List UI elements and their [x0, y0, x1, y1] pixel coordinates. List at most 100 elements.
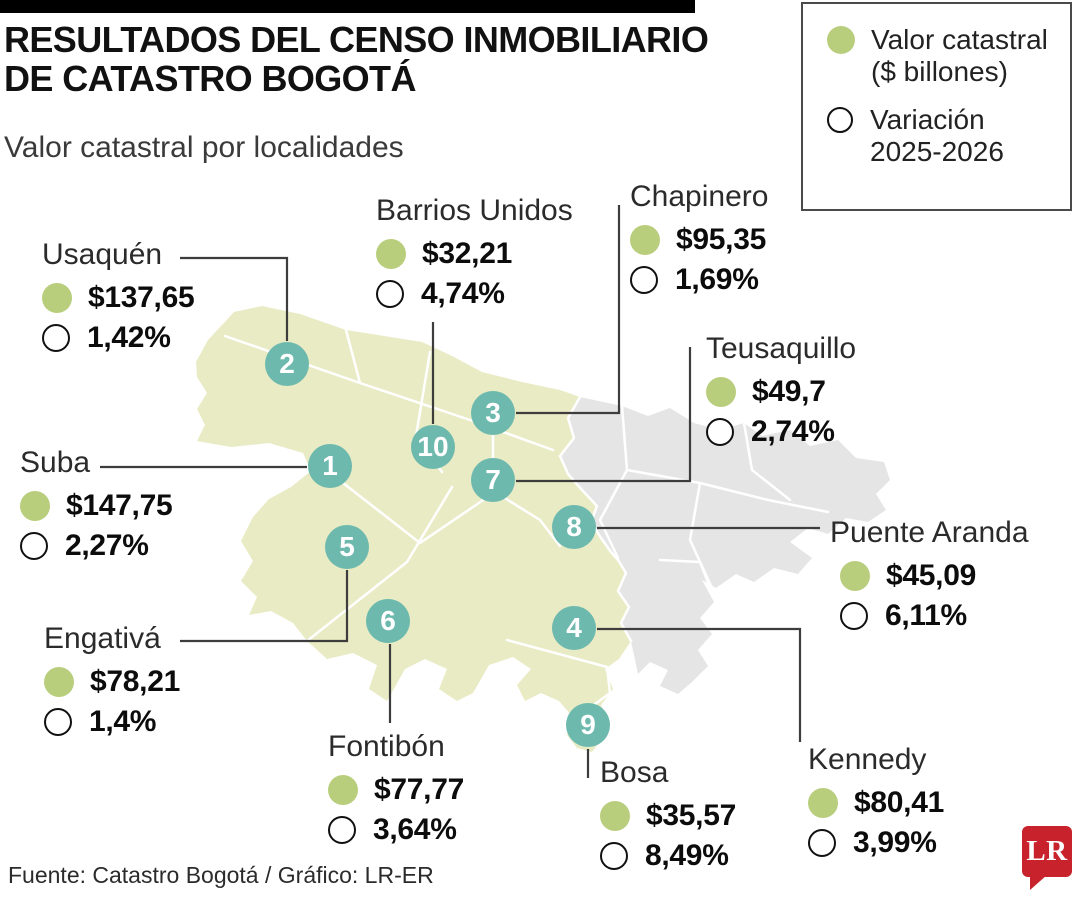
- green-dot-icon: [706, 377, 736, 407]
- locality-name: Puente Aranda: [830, 516, 1029, 549]
- page-title: RESULTADOS DEL CENSO INMOBILIARIO DE CAT…: [4, 20, 764, 98]
- locality-borders-gray: [558, 395, 830, 643]
- locality-name: Barrios Unidos: [376, 194, 573, 227]
- green-dot-icon: [328, 775, 358, 805]
- value-row: $78,21: [44, 662, 180, 702]
- open-circle-icon: [44, 708, 72, 736]
- variation-row: 3,64%: [328, 810, 464, 850]
- value-row: $77,77: [328, 770, 464, 810]
- connector-kennedy: [597, 627, 802, 742]
- legend-box: Valor catastral ($ billones) Variación 2…: [801, 2, 1072, 211]
- callout-fontibon: Fontibón $77,77 3,64%: [328, 730, 464, 850]
- cadastral-value: $35,57: [646, 799, 736, 832]
- page-subtitle: Valor catastral por localidades: [4, 131, 404, 164]
- title-line-2: DE CATASTRO BOGOTÁ: [4, 58, 416, 99]
- map-marker-puente-aranda: 8: [552, 505, 596, 549]
- locality-name: Suba: [20, 446, 91, 479]
- legend-variation-line2: 2025-2026: [870, 136, 1004, 167]
- variation-value: 3,64%: [373, 813, 457, 846]
- variation-value: 6,11%: [885, 599, 967, 632]
- value-row: $35,57: [600, 796, 736, 836]
- variation-value: 4,74%: [421, 277, 505, 310]
- variation-row: 1,69%: [630, 260, 768, 300]
- lr-logo: LR: [1022, 826, 1072, 890]
- map-marker-teusaquillo: 7: [471, 458, 515, 502]
- legend-variation-line1: Variación: [870, 104, 985, 135]
- locality-name: Teusaquillo: [706, 332, 857, 365]
- cadastral-value: $147,75: [66, 489, 173, 522]
- callout-connector-lines: [100, 205, 820, 778]
- value-row: $80,41: [808, 783, 944, 823]
- open-circle-icon: [20, 532, 48, 560]
- open-circle-icon: [42, 324, 70, 352]
- callout-suba: Suba $147,75 2,27%: [20, 446, 173, 566]
- locality-name: Bosa: [600, 756, 669, 789]
- variation-value: 2,74%: [751, 415, 835, 448]
- title-line-1: RESULTADOS DEL CENSO INMOBILIARIO: [4, 19, 709, 60]
- map-marker-usaquen: 2: [265, 342, 309, 386]
- green-dot-icon: [42, 283, 72, 313]
- cadastral-value: $49,7: [752, 375, 826, 408]
- map-region-east-gray: [560, 397, 890, 694]
- map-marker-kennedy: 4: [552, 606, 596, 650]
- map-marker-fontibon: 6: [366, 599, 410, 643]
- green-dot-icon: [808, 788, 838, 818]
- callout-bosa: Bosa $35,57 8,49%: [600, 756, 736, 876]
- lr-logo-tail: [1030, 875, 1047, 890]
- value-row: $49,7: [706, 372, 856, 412]
- callout-chapinero: Chapinero $95,35 1,69%: [630, 180, 768, 300]
- map-region-west-green: [196, 306, 631, 752]
- green-dot-icon: [827, 26, 855, 54]
- open-circle-icon: [328, 816, 356, 844]
- locality-name: Fontibón: [328, 730, 445, 763]
- locality-name: Chapinero: [630, 180, 769, 213]
- legend-variation-row: Variación 2025-2026: [827, 104, 1070, 168]
- variation-row: 1,4%: [44, 702, 180, 742]
- lr-logo-text: LR: [1026, 835, 1068, 867]
- callout-teusaquillo: Teusaquillo $49,7 2,74%: [706, 332, 856, 452]
- map-marker-bosa: 9: [566, 703, 610, 747]
- green-dot-icon: [840, 561, 870, 591]
- callout-usaquen: Usaquén $137,65 1,42%: [42, 238, 195, 358]
- variation-row: 1,42%: [42, 318, 194, 358]
- green-dot-icon: [20, 491, 50, 521]
- legend-variation-label: Variación 2025-2026: [870, 104, 1004, 168]
- cadastral-value: $137,65: [88, 281, 195, 314]
- source-credit: Fuente: Catastro Bogotá / Gráfico: LR-ER: [8, 862, 434, 888]
- variation-value: 1,4%: [89, 705, 157, 738]
- legend-value-line2: ($ billones): [871, 56, 1008, 87]
- locality-name: Usaquén: [42, 238, 163, 271]
- variation-value: 1,69%: [675, 263, 759, 296]
- value-row: $137,65: [42, 278, 195, 318]
- top-accent-bar: [0, 0, 695, 13]
- variation-row: 6,11%: [830, 596, 1029, 636]
- cadastral-value: $78,21: [90, 665, 180, 698]
- cadastral-value: $77,77: [374, 773, 464, 806]
- value-row: $45,09: [830, 556, 1029, 596]
- connector-teusaquillo: [516, 347, 692, 483]
- map-marker-chapinero: 3: [471, 391, 515, 435]
- value-row: $147,75: [20, 486, 173, 526]
- open-circle-icon: [706, 418, 734, 446]
- callout-engativa: Engativá $78,21 1,4%: [44, 622, 180, 742]
- open-circle-icon: [600, 842, 628, 870]
- connector-engativa: [180, 570, 349, 643]
- callout-kennedy: Kennedy $80,41 3,99%: [808, 743, 944, 863]
- legend-value-line1: Valor catastral: [871, 24, 1048, 55]
- variation-row: 2,27%: [20, 526, 172, 566]
- map-marker-barrios-unidos: 10: [411, 425, 455, 469]
- variation-value: 8,49%: [645, 839, 729, 872]
- green-dot-icon: [44, 667, 74, 697]
- map-marker-suba: 1: [308, 444, 352, 488]
- variation-value: 2,27%: [65, 529, 149, 562]
- legend-value-label: Valor catastral ($ billones): [871, 24, 1048, 88]
- cadastral-value: $80,41: [854, 786, 944, 819]
- variation-row: 3,99%: [808, 823, 944, 863]
- connector-usaquen: [180, 256, 289, 341]
- connector-chapinero: [516, 205, 621, 415]
- green-dot-icon: [630, 225, 660, 255]
- open-circle-icon: [630, 266, 658, 294]
- open-circle-icon: [827, 107, 853, 133]
